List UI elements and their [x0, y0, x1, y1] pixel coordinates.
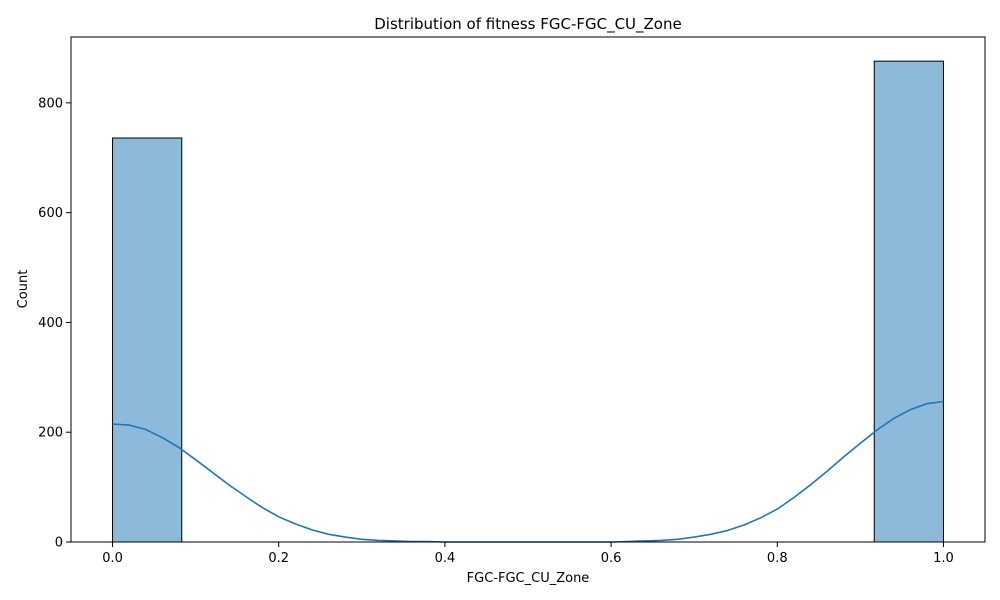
chart-title: Distribution of fitness FGC-FGC_CU_Zone	[374, 15, 681, 34]
plot-frame	[70, 36, 986, 543]
x-tick-label: 0.6	[601, 551, 622, 566]
y-tick-label: 0	[55, 536, 63, 551]
x-axis: 0.0 0.2 0.4 0.6 0.8 1.0	[102, 542, 954, 566]
y-axis: 0 200 400 600 800	[38, 96, 71, 551]
x-tick-label: 0.8	[767, 551, 788, 566]
y-tick-label: 600	[38, 206, 63, 221]
x-tick-label: 0.0	[102, 551, 123, 566]
y-tick-label: 200	[38, 426, 63, 441]
x-tick-label: 1.0	[933, 551, 954, 566]
y-tick-label: 400	[38, 316, 63, 331]
x-tick-label: 0.2	[268, 551, 289, 566]
y-axis-label: Count	[16, 270, 31, 309]
histogram-bar-11	[873, 60, 944, 543]
y-tick-label: 800	[38, 96, 63, 111]
histogram-bar-0	[112, 137, 183, 543]
x-tick-label: 0.4	[435, 551, 456, 566]
bars-layer	[112, 60, 944, 543]
kde-line	[112, 400, 944, 543]
x-axis-label: FGC-FGC_CU_Zone	[467, 571, 590, 586]
